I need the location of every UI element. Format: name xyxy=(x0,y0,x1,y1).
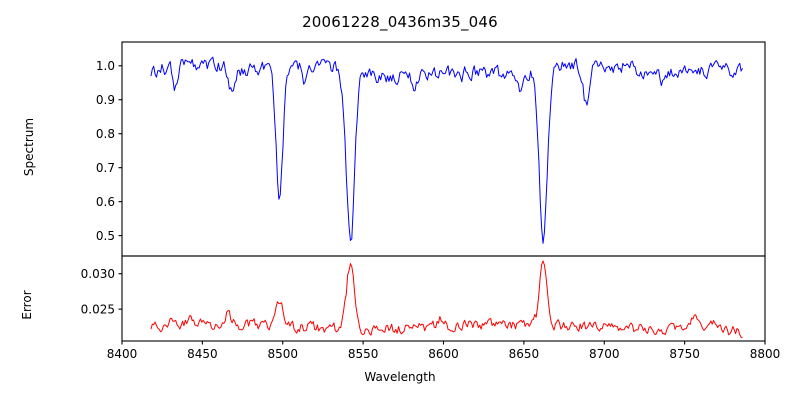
svg-text:8800: 8800 xyxy=(750,347,781,361)
svg-text:0.7: 0.7 xyxy=(96,161,115,175)
spectrum-axis-label: Spectrum xyxy=(22,117,36,177)
svg-text:1.0: 1.0 xyxy=(96,59,115,73)
svg-text:8400: 8400 xyxy=(107,347,138,361)
svg-text:8500: 8500 xyxy=(267,347,298,361)
svg-text:8650: 8650 xyxy=(509,347,540,361)
error-trace xyxy=(150,260,743,339)
svg-text:0.9: 0.9 xyxy=(96,93,115,107)
svg-text:0.025: 0.025 xyxy=(81,302,115,316)
svg-text:8550: 8550 xyxy=(348,347,379,361)
svg-text:8700: 8700 xyxy=(589,347,620,361)
svg-text:0.030: 0.030 xyxy=(81,267,115,281)
svg-text:0.8: 0.8 xyxy=(96,127,115,141)
svg-text:8600: 8600 xyxy=(428,347,459,361)
svg-text:0.5: 0.5 xyxy=(96,229,115,243)
svg-text:8750: 8750 xyxy=(669,347,700,361)
wavelength-axis-label: Wavelength xyxy=(364,370,436,384)
page-title: 20061228_0436m35_046 xyxy=(302,13,498,31)
svg-text:0.6: 0.6 xyxy=(96,195,115,209)
svg-text:8450: 8450 xyxy=(187,347,218,361)
error-axis-label: Error xyxy=(20,290,34,320)
spectrum-trace xyxy=(150,56,743,244)
